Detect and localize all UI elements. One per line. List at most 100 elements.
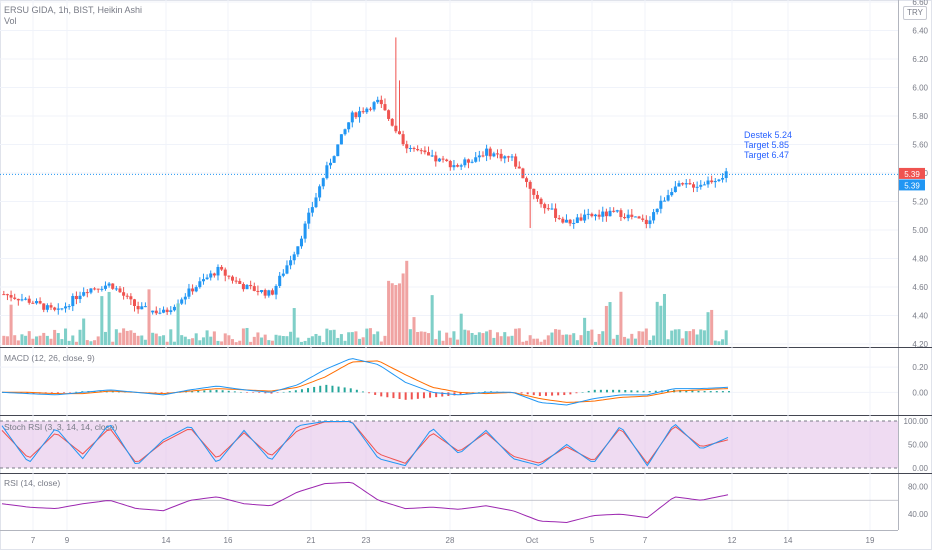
- volume-bar: [278, 335, 282, 345]
- volume-bar: [706, 312, 710, 345]
- candle-body: [466, 159, 470, 163]
- candle-body: [681, 183, 685, 185]
- volume-bar: [499, 336, 503, 345]
- candle-body: [662, 200, 666, 202]
- candle-body: [354, 112, 358, 118]
- candle-body: [136, 306, 140, 310]
- volume-bar: [481, 333, 485, 345]
- volume-bar: [78, 329, 82, 345]
- volume-bar: [445, 332, 449, 345]
- x-tick-label: 7: [643, 536, 648, 545]
- volume-bar: [474, 334, 478, 345]
- volume-bar: [230, 339, 235, 345]
- volume-bar: [183, 336, 187, 345]
- volume-bar: [274, 334, 278, 345]
- volume-bar: [405, 260, 409, 345]
- macd-hist-bar: [520, 392, 523, 394]
- volume-bar: [368, 328, 372, 345]
- volume-bar: [543, 339, 547, 345]
- volume-bar: [201, 337, 205, 345]
- volume-bar: [89, 341, 93, 345]
- volume-bar: [677, 329, 681, 345]
- candle-body: [706, 180, 710, 185]
- y-tick-label: 4.20: [912, 340, 928, 349]
- macd-hist-bar: [294, 390, 297, 393]
- volume-bar: [702, 330, 706, 345]
- candle-body: [162, 309, 166, 313]
- candle-body: [644, 219, 648, 225]
- x-tick-label: 21: [307, 536, 316, 545]
- y-tick-label: 4.80: [912, 255, 928, 264]
- macd-hist-bar: [416, 392, 419, 399]
- volume-bar: [612, 338, 616, 345]
- candle-body: [343, 129, 347, 135]
- candle-body: [423, 150, 427, 153]
- volume-bar: [260, 337, 264, 345]
- candle-body: [456, 165, 460, 167]
- candles-group: [2, 37, 728, 345]
- candle-body: [379, 99, 383, 105]
- rsi-line: [1, 481, 729, 524]
- volume-bar: [281, 336, 285, 345]
- ma-price-label: 5.39: [904, 181, 920, 190]
- volume-bar: [180, 335, 184, 345]
- volume-bar: [688, 331, 692, 345]
- volume-bar: [154, 333, 158, 345]
- volume-bar: [532, 338, 536, 345]
- candle-body: [270, 290, 274, 295]
- volume-bar: [503, 332, 507, 345]
- volume-bar: [673, 329, 677, 345]
- candle-body: [554, 208, 558, 218]
- x-tick-label: 14: [784, 536, 793, 545]
- volume-bar: [394, 285, 398, 345]
- volume-bar: [158, 336, 162, 345]
- candle-body: [543, 204, 547, 209]
- volume-bar: [557, 329, 561, 345]
- macd-hist-bar: [361, 391, 364, 393]
- stoch-title: Stoch RSI (3, 3, 14, 14, close): [4, 422, 118, 432]
- candle-body: [172, 306, 176, 311]
- candle-body: [372, 102, 376, 110]
- volume-bar: [365, 328, 369, 345]
- volume-bar: [485, 331, 489, 345]
- volume-bar: [227, 335, 231, 345]
- candle-body: [546, 208, 550, 210]
- candle-body: [187, 288, 191, 297]
- volume-bar: [452, 331, 456, 345]
- candle-body: [24, 298, 28, 300]
- macd-hist-bar: [697, 390, 700, 393]
- macd-hist-bar: [239, 391, 242, 393]
- macd-hist-bar: [703, 391, 706, 393]
- candle-body: [525, 178, 529, 182]
- volume-bar: [191, 338, 195, 345]
- symbol-title: ERSU GIDA, 1h, BIST, Heikin Ashi: [4, 5, 143, 15]
- candle-body: [474, 157, 478, 162]
- volume-bar: [249, 341, 253, 345]
- volume-bar: [358, 338, 362, 345]
- macd-hist-bar: [691, 390, 694, 393]
- volume-bar: [347, 332, 351, 345]
- volume-bar: [20, 334, 24, 345]
- volume-bar: [82, 318, 86, 345]
- candle-body: [702, 184, 706, 186]
- candle-body: [154, 310, 158, 314]
- candle-body: [5, 294, 9, 296]
- macd-hist-bar: [197, 390, 200, 393]
- candle-body: [220, 266, 224, 270]
- volume-bar: [441, 340, 445, 345]
- candle-body: [289, 260, 293, 266]
- volume-bar: [427, 333, 431, 345]
- currency-badge[interactable]: TRY: [903, 6, 927, 20]
- macd-line: [1, 358, 729, 406]
- candle-body: [623, 217, 627, 219]
- volume-bar: [517, 328, 521, 345]
- volume-bar: [172, 341, 176, 345]
- volume-bar: [459, 313, 463, 345]
- volume-bar: [194, 333, 198, 345]
- macd-hist-bar: [191, 391, 194, 393]
- macd-hist-bar: [422, 392, 425, 399]
- volume-bar: [510, 335, 514, 345]
- candle-body: [652, 212, 656, 221]
- volume-bar: [412, 317, 416, 345]
